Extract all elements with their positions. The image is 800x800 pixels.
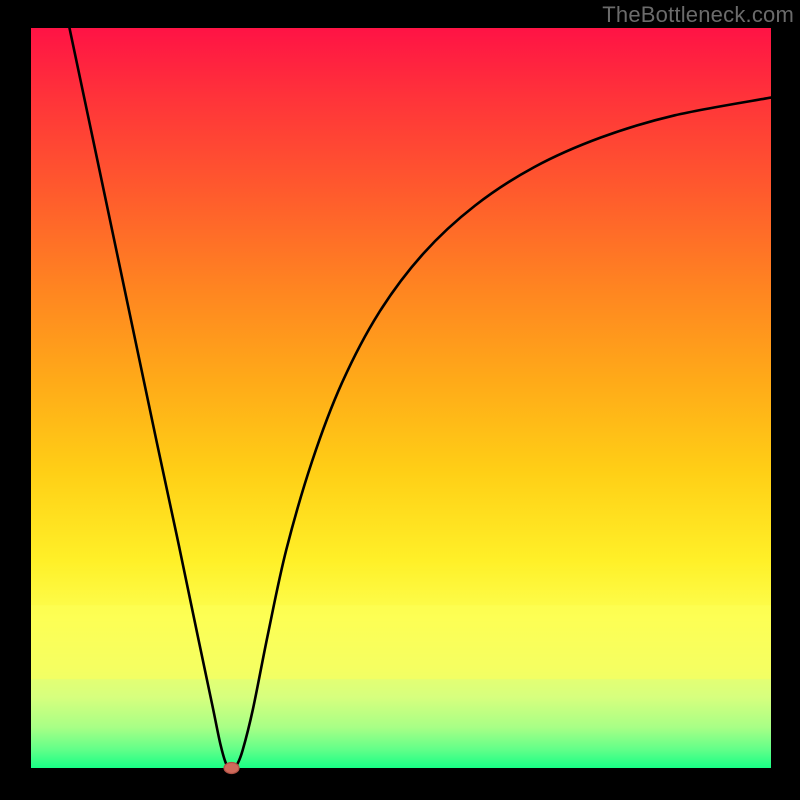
chart-container: TheBottleneck.com: [0, 0, 800, 800]
bottleneck-chart: [0, 0, 800, 800]
optimum-marker: [224, 763, 239, 774]
watermark-label: TheBottleneck.com: [602, 0, 800, 28]
